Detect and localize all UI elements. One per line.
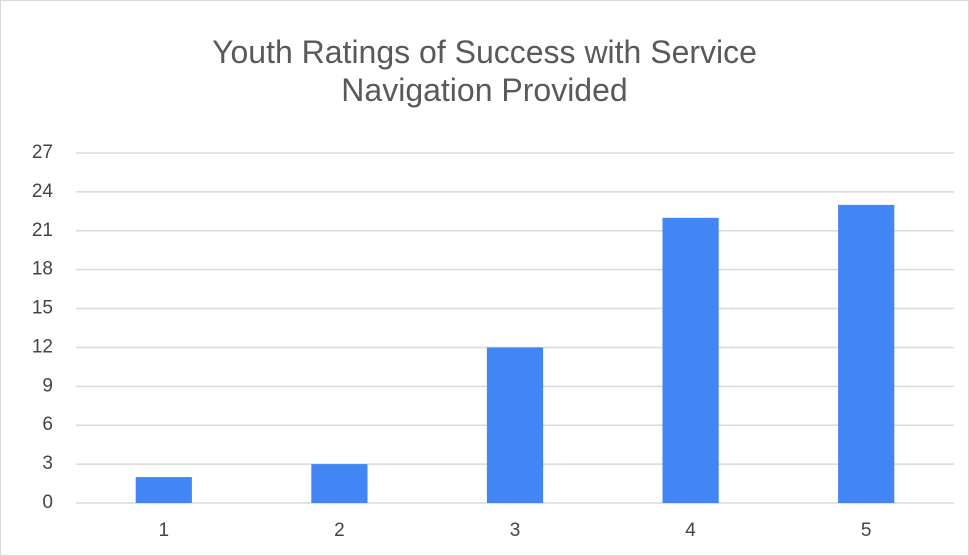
y-tick-label: 18: [32, 259, 53, 280]
y-tick-label: 0: [42, 492, 53, 513]
x-tick-label: 4: [685, 520, 696, 541]
y-tick-label: 15: [32, 298, 53, 319]
y-tick-label: 9: [42, 375, 53, 396]
chart-title: Youth Ratings of Success with Service Na…: [212, 34, 757, 108]
bar: [135, 477, 192, 503]
y-tick-label: 6: [42, 414, 53, 435]
y-tick-label: 21: [32, 220, 53, 241]
y-tick-label: 3: [42, 453, 53, 474]
bar: [486, 347, 544, 503]
bar: [662, 217, 719, 503]
x-tick-label: 2: [334, 520, 345, 541]
x-tick-label: 5: [861, 520, 872, 541]
x-tick-label: 3: [510, 520, 521, 541]
x-tick-label: 1: [159, 520, 170, 541]
bar: [311, 464, 368, 503]
bar: [838, 204, 895, 503]
y-tick-label: 24: [32, 181, 54, 202]
y-tick-label: 12: [32, 336, 53, 357]
y-tick-label: 27: [32, 142, 53, 163]
